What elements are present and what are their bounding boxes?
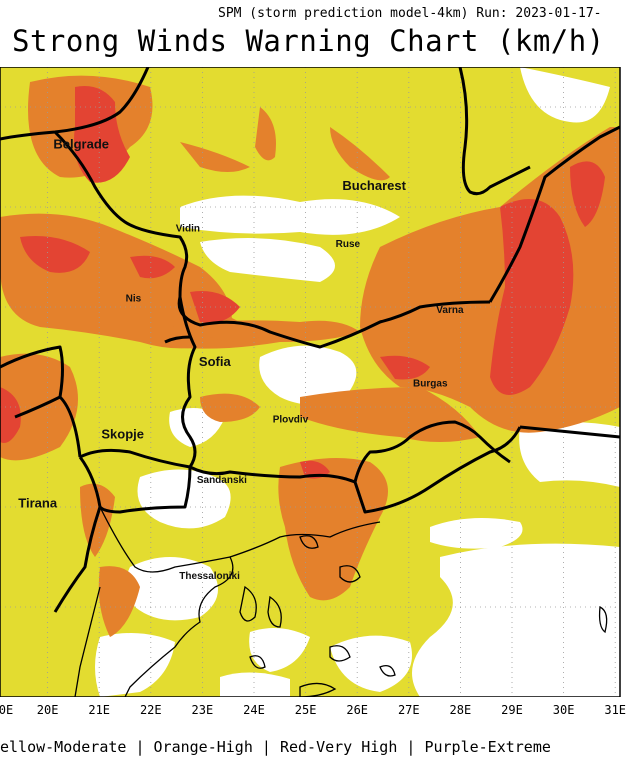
x-tick-label: 20E — [36, 703, 59, 717]
city-label-varna: Varna — [436, 305, 464, 316]
map-frame — [0, 67, 621, 697]
x-tick-label: 28E — [449, 703, 472, 717]
x-tick-label: 30E — [552, 703, 575, 717]
wind-warning-map: Belgrade Bucharest Vidin Ruse Nis Varna Sofia B… — [0, 67, 621, 697]
city-label-sofia: Sofia — [199, 354, 232, 369]
no-warning-areas — [95, 67, 620, 697]
coastline — [74, 506, 608, 697]
city-label-skopje: Skopje — [101, 426, 144, 441]
x-tick-label: 23E — [191, 703, 214, 717]
city-label-burgas: Burgas — [413, 379, 448, 390]
city-label-tirana: Tirana — [18, 496, 58, 511]
city-label-sandanski: Sandanski — [197, 475, 247, 486]
city-label-bucharest: Bucharest — [342, 178, 406, 193]
x-tick-label: 21E — [88, 703, 111, 717]
x-tick-label: 27E — [397, 703, 420, 717]
city-label-plovdiv: Plovdiv — [273, 415, 309, 426]
chart-title: Strong Winds Warning Chart (km/h) — [12, 24, 605, 58]
model-run-info: SPM (storm prediction model-4km) Run: 20… — [218, 6, 602, 21]
city-label-vidin: Vidin — [176, 223, 200, 234]
x-tick-label: 25E — [294, 703, 317, 717]
very-high-wind-areas — [0, 86, 605, 479]
x-tick-label: 29E — [501, 703, 523, 717]
x-tick-label: 0E — [0, 703, 14, 717]
city-label-nis: Nis — [126, 294, 142, 305]
city-label-thessaloniki: Thessaloniki — [179, 571, 240, 582]
lat-lon-grid — [0, 67, 620, 697]
x-tick-label: 22E — [139, 703, 162, 717]
high-wind-areas — [0, 75, 620, 637]
legend: ellow-Moderate | Orange-High | Red-Very … — [0, 738, 551, 756]
x-tick-label: 24E — [243, 703, 265, 717]
city-label-ruse: Ruse — [336, 239, 361, 250]
x-tick-label: 26E — [346, 703, 369, 717]
x-tick-label: 31E — [604, 703, 627, 717]
city-label-belgrade: Belgrade — [53, 136, 109, 151]
country-borders — [0, 67, 620, 613]
